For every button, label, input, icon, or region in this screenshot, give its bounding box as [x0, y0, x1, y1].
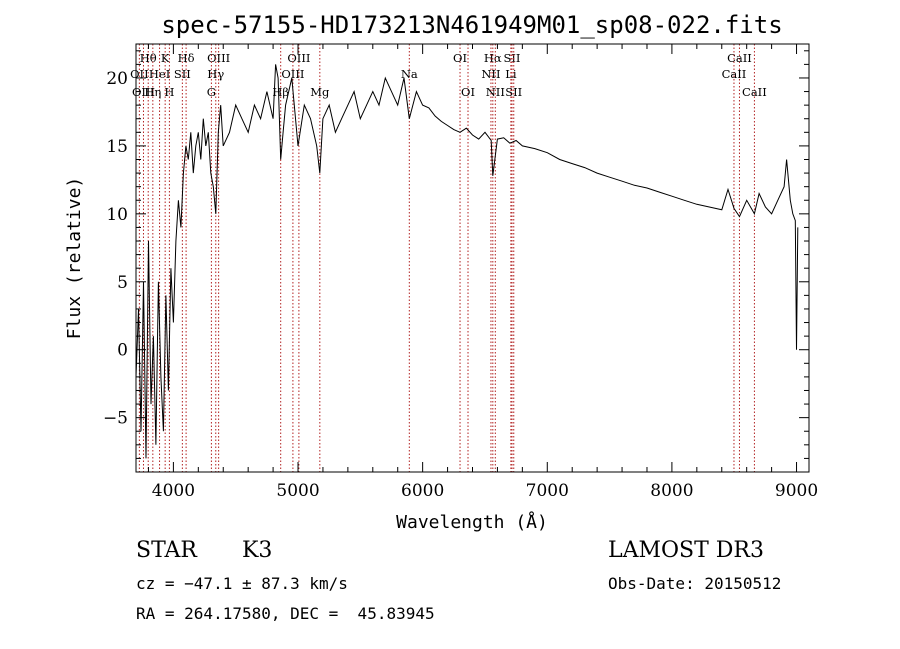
- spectral-line-label: Hδ: [178, 51, 195, 65]
- spectral-line-label: OIII: [287, 51, 310, 65]
- spectral-line-label: CaII: [727, 51, 752, 65]
- spectral-line-label: OIII: [207, 51, 230, 65]
- spectral-line-label: Hα: [484, 51, 502, 65]
- spectral-line-label: CaII: [722, 67, 747, 81]
- spectral-line-label: K: [161, 51, 170, 65]
- spectral-line-label: OIII: [132, 85, 155, 99]
- spectral-line-label: CaII: [742, 85, 767, 99]
- survey-name: LAMOST DR3: [608, 538, 764, 563]
- spectral-line-label: HeI: [149, 67, 170, 81]
- observation-date: Obs-Date: 20150512: [608, 574, 782, 593]
- chart-title: spec-57155-HD173213N461949M01_sp08-022.f…: [161, 11, 782, 39]
- x-tick-label: 6000: [401, 481, 444, 501]
- x-axis-label: Wavelength (Å): [396, 511, 548, 533]
- object-class: STAR: [136, 538, 197, 563]
- x-tick-label: 4000: [152, 481, 195, 501]
- y-tick-label: 5: [117, 273, 128, 293]
- y-tick-label: 10: [106, 205, 128, 225]
- spectral-line-label: Li: [505, 67, 517, 81]
- spectral-line-label: Na: [401, 67, 418, 81]
- y-tick-label: 20: [106, 69, 128, 89]
- axis-ticks: 4000 5000 6000 7000 8000 9000 −5 0 5 10 15 20: [103, 44, 818, 501]
- spectral-line-label: NII: [481, 67, 500, 81]
- spectral-line-label: Mg: [310, 85, 330, 99]
- spectral-line-label: OI: [461, 85, 475, 99]
- spectral-line-label: G: [207, 85, 216, 99]
- x-tick-label: 9000: [775, 481, 818, 501]
- y-tick-label: −5: [103, 409, 128, 429]
- spectral-line-label: SII: [505, 85, 522, 99]
- x-tick-label: 7000: [526, 481, 569, 501]
- spectral-line-label: H: [164, 85, 174, 99]
- spectral-line-label: SII: [174, 67, 191, 81]
- spectral-line-label: Hγ: [207, 67, 224, 81]
- spectral-line-label: OI: [453, 51, 467, 65]
- spectral-line-label: NII: [486, 85, 505, 99]
- x-tick-label: 8000: [650, 481, 693, 501]
- y-axis-label: Flux (relative): [64, 177, 85, 340]
- coordinates-readout: RA = 264.17580, DEC = 45.83945: [136, 604, 435, 623]
- y-tick-label: 0: [117, 341, 128, 361]
- object-subclass: K3: [242, 538, 273, 563]
- x-tick-label: 5000: [276, 481, 319, 501]
- spectral-line-label: Hβ: [272, 85, 289, 99]
- spectral-line-label: Hθ: [140, 51, 157, 65]
- spectral-line-label: Hη: [144, 85, 161, 99]
- spectral-lines: Hθ OII OIII K HeI Hη H Hδ SII OIII Hγ G OIII OIII Hβ Mg…: [130, 44, 767, 472]
- y-tick-label: 15: [106, 137, 128, 157]
- redshift-readout: cz = −47.1 ± 87.3 km/s: [136, 574, 348, 593]
- spectral-line-label: OIII: [281, 67, 304, 81]
- spectral-line-label: OII: [130, 67, 149, 81]
- spectral-line-label: SII: [504, 51, 521, 65]
- flux-series-line: [135, 64, 799, 459]
